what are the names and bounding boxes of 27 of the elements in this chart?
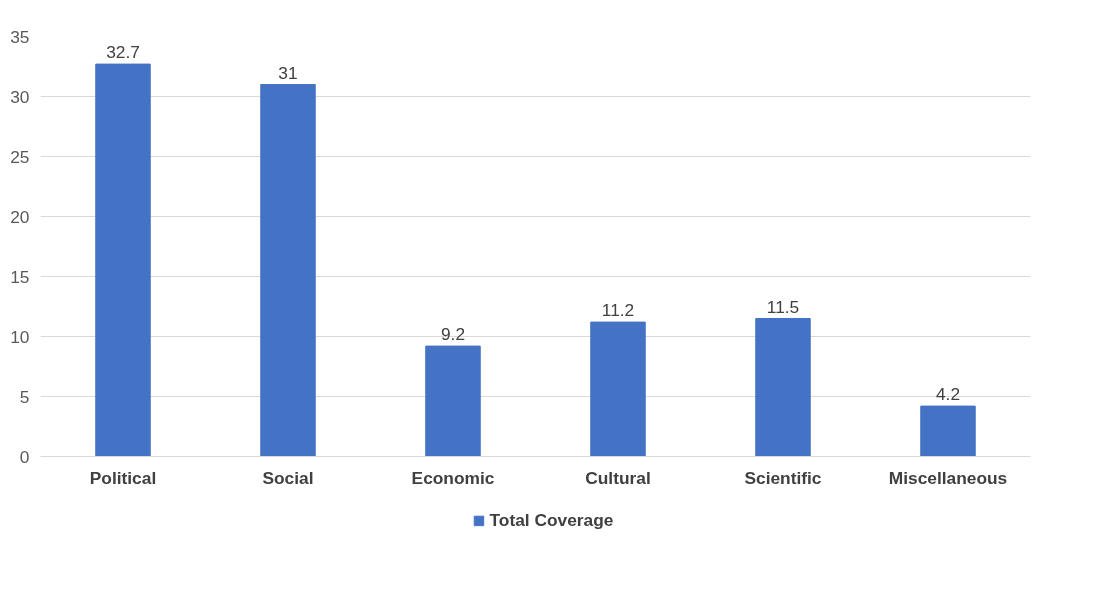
x-tick-label: Political [89,467,157,488]
bar [920,405,976,457]
legend-label: Total Coverage [489,509,614,531]
data-label: 11.5 [766,296,800,317]
data-label: 32.7 [106,42,140,63]
bar [95,63,151,457]
y-tick-label: 25 [10,146,30,167]
bar [755,318,811,457]
y-tick-label: 0 [19,446,30,467]
data-label: 11.2 [601,300,635,321]
y-tick-label: 35 [10,26,30,47]
x-tick-label: Social [262,467,314,488]
y-tick-label: 10 [10,326,30,347]
bar [260,84,316,457]
x-tick-label: Economic [411,467,495,488]
data-label: 31 [278,62,298,83]
y-tick-label: 30 [10,86,30,107]
y-tick-label: 5 [19,386,30,407]
y-tick-label: 15 [10,266,30,287]
data-label: 9.2 [440,324,466,345]
x-tick-label: Scientific [744,467,822,488]
x-tick-label: Cultural [585,467,651,488]
data-label: 4.2 [935,384,961,405]
y-tick-label: 20 [10,206,30,227]
bar [590,321,646,457]
bar [425,345,481,457]
x-tick-label: Miscellaneous [888,467,1008,488]
